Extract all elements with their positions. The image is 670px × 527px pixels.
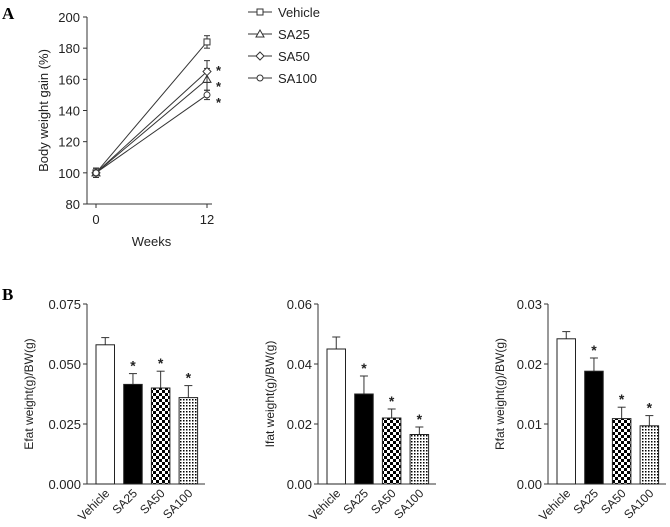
x-tick-label: SA25: [109, 486, 140, 517]
bar-vehicle: [556, 338, 576, 485]
y-axis-label: Body weight gain (%): [36, 49, 51, 172]
x-tick-label: SA25: [340, 486, 371, 517]
significance-marker: *: [216, 79, 222, 94]
y-tick-label: 0.000: [48, 477, 81, 492]
y-tick-label: 0.04: [287, 357, 312, 372]
significance-marker: *: [417, 411, 423, 427]
series-line-sa25: [95, 78, 208, 174]
bar-vehicle: [326, 348, 346, 485]
significance-marker: *: [361, 360, 367, 376]
y-tick-label: 160: [58, 72, 80, 87]
bar-sa100: [639, 425, 660, 485]
y-tick-label: 120: [58, 135, 80, 150]
x-tick-label: SA100: [160, 486, 196, 522]
bar-sa100: [178, 397, 199, 485]
bar-sa50: [150, 387, 171, 485]
bar-sa50: [381, 417, 402, 485]
panel-label-b: B: [2, 285, 13, 304]
y-tick-label: 0.00: [517, 477, 542, 492]
data-point-vehicle: [203, 38, 211, 46]
y-axis-label: Efat weight(g)/BW(g): [22, 338, 36, 449]
legend-marker-sa100: [256, 74, 264, 82]
series-line-vehicle: [95, 41, 208, 174]
y-tick-label: 180: [58, 41, 80, 56]
y-tick-label: 0.075: [48, 297, 81, 312]
y-axis-label: Rfat weight(g)/BW(g): [493, 338, 507, 450]
significance-marker: *: [389, 393, 395, 409]
bar-sa100: [409, 434, 430, 485]
y-axis-label: Ifat weight(g)/BW(g): [263, 341, 277, 448]
series-line-sa50: [95, 71, 208, 174]
x-tick-label: 12: [200, 212, 214, 227]
y-tick-label: 0.03: [517, 297, 542, 312]
significance-marker: *: [216, 63, 222, 78]
legend-marker-sa50: [255, 51, 265, 61]
y-tick-label: 0.025: [48, 417, 81, 432]
y-tick-label: 0.06: [287, 297, 312, 312]
legend-marker-sa25: [255, 28, 265, 38]
bar-sa25: [584, 370, 604, 485]
efat-bar-chart: 0.000 0.025 0.050 0.075 Efat weight(g)/BW(g)…: [22, 297, 205, 523]
legend-label: SA50: [278, 49, 310, 64]
legend-label: SA25: [278, 27, 310, 42]
y-tick-label: 140: [58, 104, 80, 119]
bar-sa25: [354, 393, 374, 485]
x-tick-label: SA25: [570, 486, 601, 517]
legend-marker-vehicle: [256, 8, 264, 16]
data-point-sa100: [203, 91, 211, 99]
bar-sa25: [123, 383, 143, 485]
x-axis-label: Weeks: [132, 234, 172, 249]
bar-sa50: [611, 418, 632, 485]
legend-label: Vehicle: [278, 5, 320, 20]
data-point-sa100: [92, 169, 100, 177]
significance-marker: *: [216, 95, 222, 110]
y-tick-label: 0.050: [48, 357, 81, 372]
x-tick-label: SA100: [621, 486, 657, 522]
panel-label-a: A: [2, 4, 15, 23]
x-tick-label: 0: [92, 212, 99, 227]
series-line-sa100: [95, 94, 208, 174]
significance-marker: *: [158, 355, 164, 371]
y-tick-label: 0.02: [517, 357, 542, 372]
data-point-sa50: [202, 66, 212, 77]
y-tick-label: 200: [58, 10, 80, 25]
x-tick-label: SA100: [391, 486, 427, 522]
significance-marker: *: [186, 370, 192, 386]
significance-marker: *: [619, 391, 625, 407]
significance-marker: *: [647, 400, 653, 416]
y-tick-label: 0.00: [287, 477, 312, 492]
y-tick-label: 100: [58, 166, 80, 181]
bar-vehicle: [95, 344, 115, 485]
significance-marker: *: [130, 358, 136, 374]
legend-label: SA100: [278, 71, 317, 86]
y-tick-label: 0.02: [287, 417, 312, 432]
y-tick-label: 0.01: [517, 417, 542, 432]
significance-marker: *: [591, 342, 597, 358]
body-weight-line-chart: 80 100 120 140 160 180 200 0 12 Weeks Body weight …: [36, 5, 320, 249]
y-tick-label: 80: [66, 197, 80, 212]
